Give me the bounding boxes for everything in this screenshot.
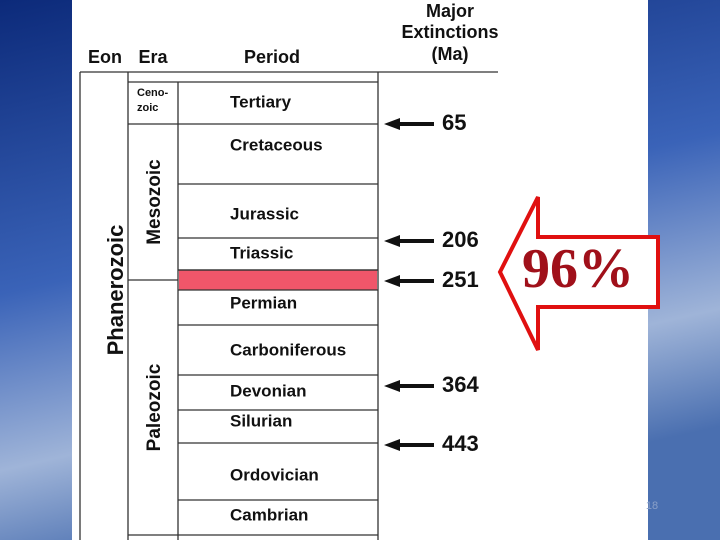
eon-label: Phanerozoic	[103, 225, 128, 356]
header-era: Era	[138, 47, 168, 67]
callout-arrow	[497, 196, 660, 351]
extinction-arrow	[384, 118, 434, 130]
extinction-arrow	[384, 235, 434, 247]
period-label: Tertiary	[230, 92, 292, 111]
extinction-arrow	[384, 380, 434, 392]
header-period: Period	[244, 47, 300, 67]
extinction-age: 251	[442, 267, 479, 292]
page-number: 18	[646, 500, 658, 512]
period-label: Devonian	[230, 381, 307, 400]
extinction-arrow	[384, 275, 434, 287]
extinction-age: 364	[442, 372, 479, 397]
header-extinctions: (Ma)	[432, 44, 469, 64]
era-label: zoic	[137, 102, 158, 114]
extinction-age: 443	[442, 431, 479, 456]
period-label: Cretaceous	[230, 135, 323, 154]
period-label: Ordovician	[230, 465, 319, 484]
era-label: Mesozoic	[144, 159, 165, 245]
time-scale: Eon Era Period Major Extinctions (Ma) Ph…	[79, 1, 499, 540]
period-label: Jurassic	[230, 204, 299, 223]
period-label: Cambrian	[230, 505, 308, 524]
period-label: Triassic	[230, 243, 293, 262]
extinction-arrow	[384, 439, 434, 451]
extinction-band	[179, 270, 377, 290]
period-label: Silurian	[230, 411, 292, 430]
callout-text: 96%	[522, 238, 634, 300]
era-label: Paleozoic	[144, 363, 165, 451]
header-eon: Eon	[88, 47, 122, 67]
period-label: Carboniferous	[230, 340, 346, 359]
header-extinctions: Extinctions	[401, 22, 498, 42]
extinction-age: 65	[442, 110, 466, 135]
header-extinctions: Major	[426, 1, 474, 21]
extinction-age: 206	[442, 227, 479, 252]
era-label: Ceno-	[137, 87, 169, 99]
period-label: Permian	[230, 293, 297, 312]
